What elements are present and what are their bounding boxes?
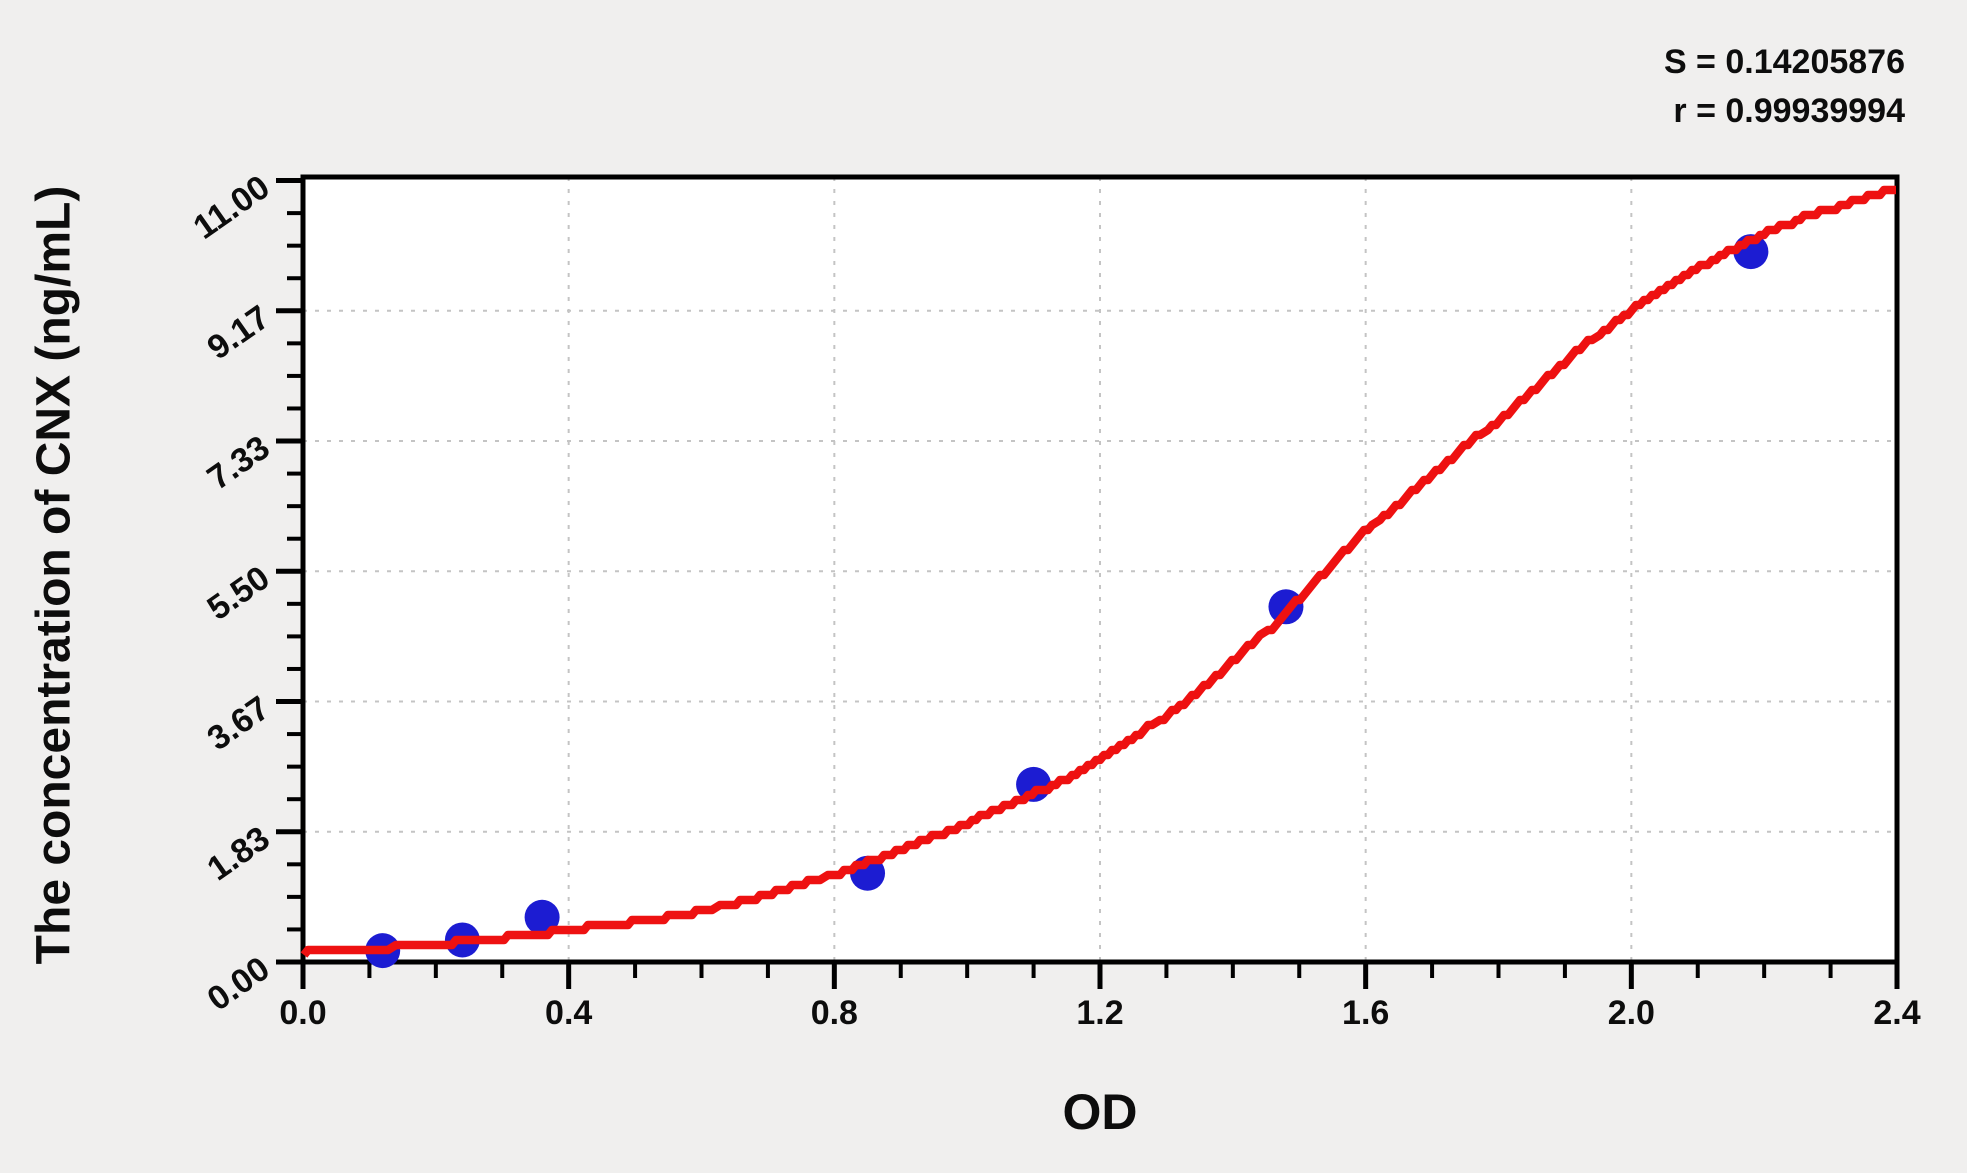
y-axis-title: The concentration of CNX (ng/mL) [27, 185, 81, 965]
r-value: r = 0.99939994 [1673, 92, 1905, 130]
gridlines [303, 177, 1897, 962]
y-tick-label: 3.67 [201, 689, 277, 758]
x-tick-label: 2.4 [1873, 994, 1920, 1032]
y-tick-label: 11.00 [187, 168, 277, 247]
y-tick-label: 1.83 [201, 819, 277, 888]
x-tick-label: 0.8 [811, 994, 858, 1032]
x-tick-label: 1.2 [1076, 994, 1123, 1032]
y-tick-label: 9.17 [201, 298, 277, 367]
x-tick-label: 0.0 [279, 994, 326, 1032]
axis-ticks [276, 178, 1900, 989]
fit-statistics: S = 0.14205876 r = 0.99939994 [1664, 38, 1905, 136]
y-tick-label: 5.50 [201, 559, 277, 628]
x-tick-label: 2.0 [1608, 994, 1655, 1032]
x-tick-label: 1.6 [1342, 994, 1389, 1032]
y-tick-label: 7.33 [201, 428, 277, 497]
x-axis-title: OD [1062, 1084, 1138, 1140]
plot-border [300, 174, 1900, 965]
s-value: S = 0.14205876 [1663, 43, 1905, 81]
y-tick-label: 0.00 [201, 949, 277, 1018]
x-tick-label: 0.4 [545, 994, 592, 1032]
fit-curve [300, 185, 1897, 958]
